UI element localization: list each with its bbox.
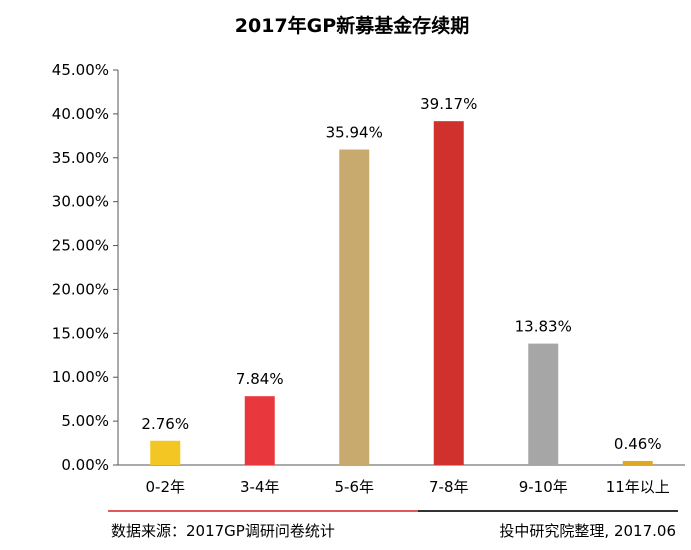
- x-tick-label: 7-8年: [429, 478, 469, 496]
- y-axis: 0.00% 5.00% 10.00% 15.00% 20.00% 25.00% 30.00%…: [52, 61, 119, 474]
- y-tick-label: 35.00%: [52, 149, 109, 167]
- bar: [528, 343, 559, 465]
- y-tick-label: 40.00%: [52, 105, 109, 123]
- bar: [622, 460, 653, 465]
- bars: [150, 121, 653, 466]
- y-tick-label: 0.00%: [61, 456, 109, 474]
- x-tick-label: 9-10年: [519, 478, 568, 496]
- y-tick-label: 30.00%: [52, 193, 109, 211]
- y-tick-label: 20.00%: [52, 280, 109, 298]
- y-tick-label: 25.00%: [52, 237, 109, 255]
- footer-source-left: 数据来源：2017GP调研问卷统计: [111, 522, 335, 540]
- data-label: 39.17%: [420, 95, 477, 113]
- data-label: 2.76%: [141, 415, 189, 433]
- y-tick-label: 45.00%: [52, 61, 109, 79]
- x-tick-label: 5-6年: [335, 478, 375, 496]
- data-label: 7.84%: [236, 370, 284, 388]
- chart-title: 2017年GP新募基金存续期: [235, 14, 469, 37]
- y-tick-label: 15.00%: [52, 324, 109, 342]
- x-axis: 0-2年 3-4年 5-6年 7-8年 9-10年 11年以上: [118, 464, 685, 496]
- data-label: 13.83%: [515, 318, 572, 336]
- x-tick-label: 0-2年: [146, 478, 186, 496]
- x-tick-label: 3-4年: [240, 478, 280, 496]
- data-label: 0.46%: [614, 435, 662, 453]
- data-labels: 2.76% 7.84% 35.94% 39.17% 13.83% 0.46%: [141, 95, 661, 453]
- bar: [433, 121, 464, 466]
- bar: [150, 440, 181, 465]
- bar: [339, 149, 370, 465]
- footer-source-right: 投中研究院整理, 2017.06: [499, 522, 676, 540]
- data-label: 35.94%: [326, 124, 383, 142]
- y-tick-label: 5.00%: [61, 412, 109, 430]
- y-tick-label: 10.00%: [52, 368, 109, 386]
- x-tick-label: 11年以上: [606, 478, 670, 496]
- bar: [244, 396, 275, 465]
